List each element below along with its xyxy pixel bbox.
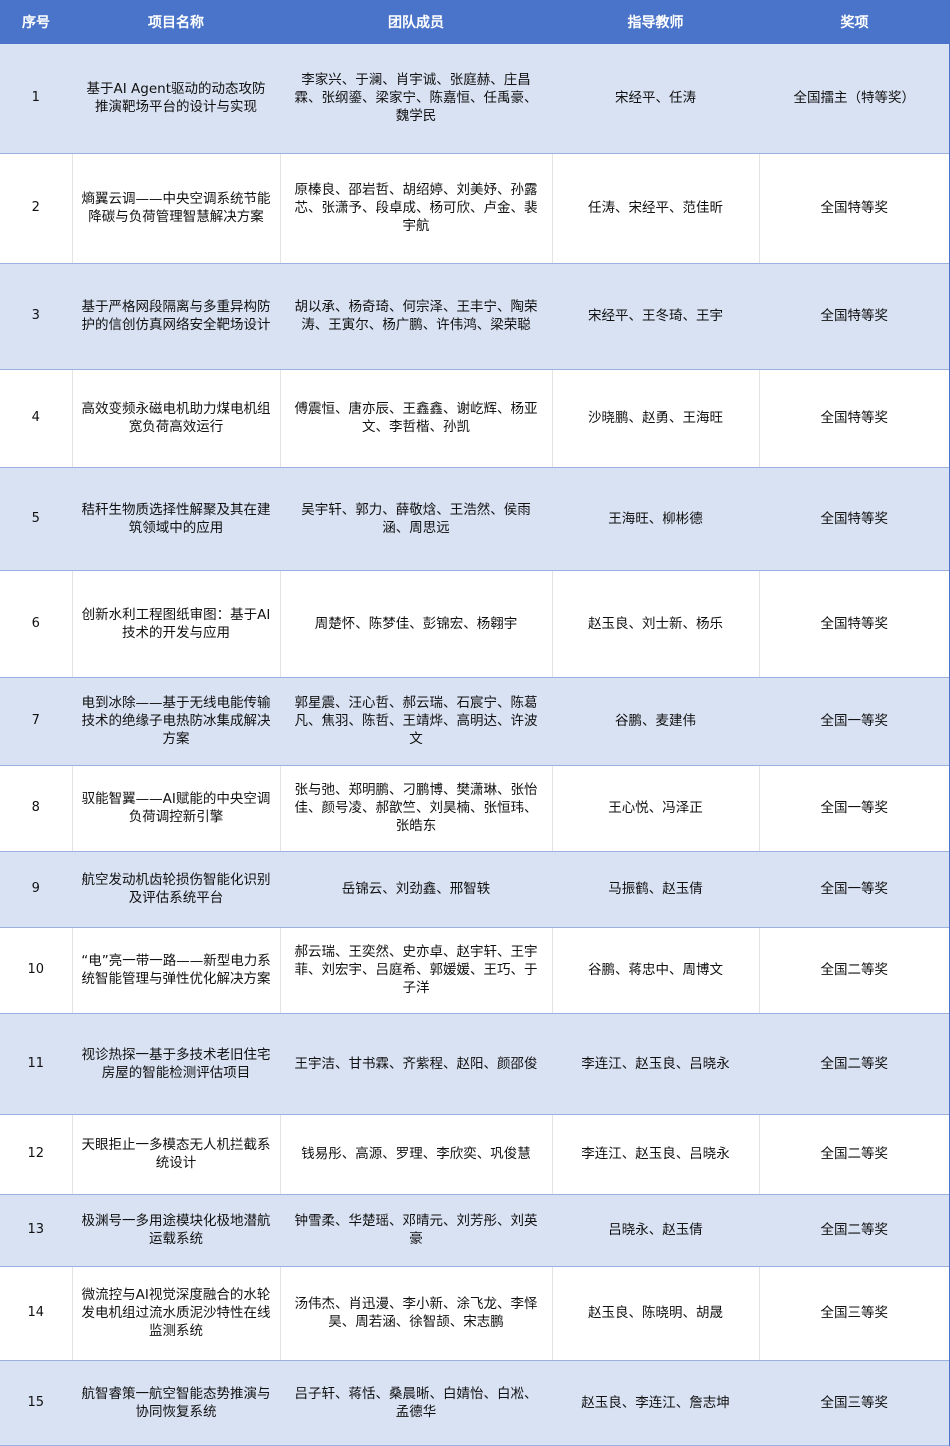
cell-project-name: 高效变频永磁电机助力煤电机组宽负荷高效运行 <box>72 369 281 468</box>
cell-team-members: 王宇洁、甘书霖、齐紫程、赵阳、颜邵俊 <box>280 1013 553 1115</box>
cell-project-name: 视诊热探一基于多技术老旧住宅房屋的智能检测评估项目 <box>72 1013 281 1115</box>
cell-award: 全国三等奖 <box>759 1266 950 1361</box>
cell-award: 全国特等奖 <box>759 570 950 678</box>
cell-index: 9 <box>0 851 73 928</box>
cell-team-members: 吴宇轩、郭力、薛敬焓、王浩然、侯雨涵、周思远 <box>280 467 553 571</box>
table-row: 12 天眼拒止一多模态无人机拦截系统设计 钱易彤、高源、罗理、李欣奕、巩俊慧 李连江、… <box>0 1114 950 1195</box>
cell-index: 7 <box>0 677 73 766</box>
cell-index: 5 <box>0 467 73 571</box>
cell-team-members: 原榛良、邵岩哲、胡绍婷、刘美妤、孙露芯、张潇予、段卓成、杨可欣、卢金、裴宇航 <box>280 153 553 264</box>
cell-project-name: 微流控与AI视觉深度融合的水轮发电机组过流水质泥沙特性在线监测系统 <box>72 1266 281 1361</box>
cell-index: 13 <box>0 1194 73 1267</box>
cell-index: 12 <box>0 1114 73 1195</box>
cell-team-members: 傅震恒、唐亦辰、王鑫鑫、谢屹辉、杨亚文、李哲楷、孙凯 <box>280 369 553 468</box>
cell-advisors: 赵玉良、陈晓明、胡晟 <box>552 1266 760 1361</box>
cell-award: 全国三等奖 <box>759 1360 950 1446</box>
cell-advisors: 李连江、赵玉良、吕晓永 <box>552 1013 760 1115</box>
header-index: 序号 <box>0 0 72 44</box>
cell-award: 全国一等奖 <box>759 851 950 928</box>
cell-advisors: 王海旺、柳彬德 <box>552 467 760 571</box>
cell-project-name: 电到冰除——基于无线电能传输技术的绝缘子电热防冰集成解决方案 <box>72 677 281 766</box>
cell-index: 11 <box>0 1013 73 1115</box>
table-row: 5 秸秆生物质选择性解聚及其在建筑领域中的应用 吴宇轩、郭力、薛敬焓、王浩然、侯雨涵… <box>0 467 950 571</box>
cell-team-members: 郭星震、汪心哲、郝云瑞、石宸宁、陈葛凡、焦羽、陈哲、王靖烨、高明达、许波文 <box>280 677 553 766</box>
cell-project-name: 天眼拒止一多模态无人机拦截系统设计 <box>72 1114 281 1195</box>
cell-index: 14 <box>0 1266 73 1361</box>
table-row: 14 微流控与AI视觉深度融合的水轮发电机组过流水质泥沙特性在线监测系统 汤伟杰、肖… <box>0 1266 950 1361</box>
header-advisor: 指导教师 <box>552 0 759 44</box>
table-row: 3 基于严格网段隔离与多重异构防护的信创仿真网络安全靶场设计 胡以承、杨奇琦、何宗泽… <box>0 263 950 370</box>
table-row: 11 视诊热探一基于多技术老旧住宅房屋的智能检测评估项目 王宇洁、甘书霖、齐紫程、赵… <box>0 1013 950 1115</box>
cell-index: 1 <box>0 44 73 154</box>
cell-advisors: 赵玉良、刘士新、杨乐 <box>552 570 760 678</box>
cell-advisors: 宋经平、任涛 <box>552 44 760 154</box>
cell-team-members: 胡以承、杨奇琦、何宗泽、王丰宁、陶荣涛、王寅尔、杨广鹏、许伟鸿、梁荣聪 <box>280 263 553 370</box>
cell-project-name: 基于严格网段隔离与多重异构防护的信创仿真网络安全靶场设计 <box>72 263 281 370</box>
table-row: 15 航智睿策一航空智能态势推演与协同恢复系统 吕子轩、蒋恬、桑晨晰、白婧怡、白凇、… <box>0 1360 950 1446</box>
cell-advisors: 任涛、宋经平、范佳昕 <box>552 153 760 264</box>
cell-project-name: 驭能智翼——AI赋能的中央空调负荷调控新引擎 <box>72 765 281 852</box>
cell-index: 4 <box>0 369 73 468</box>
cell-award: 全国二等奖 <box>759 1013 950 1115</box>
cell-award: 全国二等奖 <box>759 1114 950 1195</box>
cell-advisors: 李连江、赵玉良、吕晓永 <box>552 1114 760 1195</box>
cell-award: 全国一等奖 <box>759 677 950 766</box>
cell-advisors: 马振鹤、赵玉倩 <box>552 851 760 928</box>
cell-index: 10 <box>0 927 73 1014</box>
cell-advisors: 赵玉良、李连江、詹志坤 <box>552 1360 760 1446</box>
cell-award: 全国擂主（特等奖） <box>759 44 950 154</box>
cell-index: 6 <box>0 570 73 678</box>
cell-project-name: 极渊号一多用途模块化极地潜航运载系统 <box>72 1194 281 1267</box>
header-award: 奖项 <box>759 0 950 44</box>
cell-project-name: “电”亮一带一路——新型电力系统智能管理与弹性优化解决方案 <box>72 927 281 1014</box>
cell-award: 全国一等奖 <box>759 765 950 852</box>
table-row: 4 高效变频永磁电机助力煤电机组宽负荷高效运行 傅震恒、唐亦辰、王鑫鑫、谢屹辉、杨亚… <box>0 369 950 468</box>
cell-award: 全国特等奖 <box>759 263 950 370</box>
cell-index: 8 <box>0 765 73 852</box>
cell-advisors: 谷鹏、蒋忠中、周博文 <box>552 927 760 1014</box>
cell-team-members: 郝云瑞、王奕然、史亦卓、赵宇轩、王宇菲、刘宏宇、吕庭希、郭媛媛、王巧、于子洋 <box>280 927 553 1014</box>
cell-team-members: 钱易彤、高源、罗理、李欣奕、巩俊慧 <box>280 1114 553 1195</box>
cell-team-members: 周楚怀、陈梦佳、彭锦宏、杨翱宇 <box>280 570 553 678</box>
table-row: 2 熵翼云调——中央空调系统节能降碳与负荷管理智慧解决方案 原榛良、邵岩哲、胡绍婷、… <box>0 153 950 264</box>
cell-team-members: 吕子轩、蒋恬、桑晨晰、白婧怡、白凇、孟德华 <box>280 1360 553 1446</box>
cell-advisors: 吕晓永、赵玉倩 <box>552 1194 760 1267</box>
cell-award: 全国二等奖 <box>759 1194 950 1267</box>
cell-team-members: 汤伟杰、肖迅漫、李小新、涂飞龙、李怿昊、周若涵、徐智颉、宋志鹏 <box>280 1266 553 1361</box>
table-row: 7 电到冰除——基于无线电能传输技术的绝缘子电热防冰集成解决方案 郭星震、汪心哲、郝… <box>0 677 950 766</box>
cell-project-name: 熵翼云调——中央空调系统节能降碳与负荷管理智慧解决方案 <box>72 153 281 264</box>
cell-advisors: 宋经平、王冬琦、王宇 <box>552 263 760 370</box>
cell-project-name: 航空发动机齿轮损伤智能化识别及评估系统平台 <box>72 851 281 928</box>
table-row: 13 极渊号一多用途模块化极地潜航运载系统 钟雪柔、华楚瑶、邓晴元、刘芳彤、刘英豪吕… <box>0 1194 950 1267</box>
header-project: 项目名称 <box>72 0 280 44</box>
cell-award: 全国特等奖 <box>759 369 950 468</box>
cell-award: 全国二等奖 <box>759 927 950 1014</box>
header-row: 序号 项目名称 团队成员 指导教师 奖项 <box>0 0 950 44</box>
table-row: 9 航空发动机齿轮损伤智能化识别及评估系统平台 岳锦云、刘劲鑫、邢智轶 马振鹤、赵玉倩… <box>0 851 950 928</box>
cell-project-name: 秸秆生物质选择性解聚及其在建筑领域中的应用 <box>72 467 281 571</box>
cell-index: 3 <box>0 263 73 370</box>
cell-project-name: 创新水利工程图纸审图：基于AI技术的开发与应用 <box>72 570 281 678</box>
cell-advisors: 谷鹏、麦建伟 <box>552 677 760 766</box>
cell-index: 15 <box>0 1360 73 1446</box>
cell-award: 全国特等奖 <box>759 153 950 264</box>
cell-index: 2 <box>0 153 73 264</box>
header-team: 团队成员 <box>280 0 552 44</box>
cell-project-name: 基于AI Agent驱动的动态攻防推演靶场平台的设计与实现 <box>72 44 281 154</box>
cell-project-name: 航智睿策一航空智能态势推演与协同恢复系统 <box>72 1360 281 1446</box>
cell-advisors: 王心悦、冯泽正 <box>552 765 760 852</box>
table-row: 6 创新水利工程图纸审图：基于AI技术的开发与应用 周楚怀、陈梦佳、彭锦宏、杨翱宇赵… <box>0 570 950 678</box>
cell-award: 全国特等奖 <box>759 467 950 571</box>
table-row: 1 基于AI Agent驱动的动态攻防推演靶场平台的设计与实现 李家兴、于澜、肖宇诚… <box>0 44 950 154</box>
cell-team-members: 李家兴、于澜、肖宇诚、张庭赫、庄昌霖、张纲鎏、梁家宁、陈嘉恒、任禹豪、魏学民 <box>280 44 553 154</box>
cell-team-members: 岳锦云、刘劲鑫、邢智轶 <box>280 851 553 928</box>
cell-team-members: 张与弛、郑明鹏、刁鹏博、樊潇琳、张怡佳、颜号凌、郝歆竺、刘昊楠、张恒玮、张皓东 <box>280 765 553 852</box>
cell-advisors: 沙晓鹏、赵勇、王海旺 <box>552 369 760 468</box>
table-row: 10 “电”亮一带一路——新型电力系统智能管理与弹性优化解决方案 郝云瑞、王奕然、史… <box>0 927 950 1014</box>
cell-team-members: 钟雪柔、华楚瑶、邓晴元、刘芳彤、刘英豪 <box>280 1194 553 1267</box>
table-row: 8 驭能智翼——AI赋能的中央空调负荷调控新引擎 张与弛、郑明鹏、刁鹏博、樊潇琳、张… <box>0 765 950 852</box>
